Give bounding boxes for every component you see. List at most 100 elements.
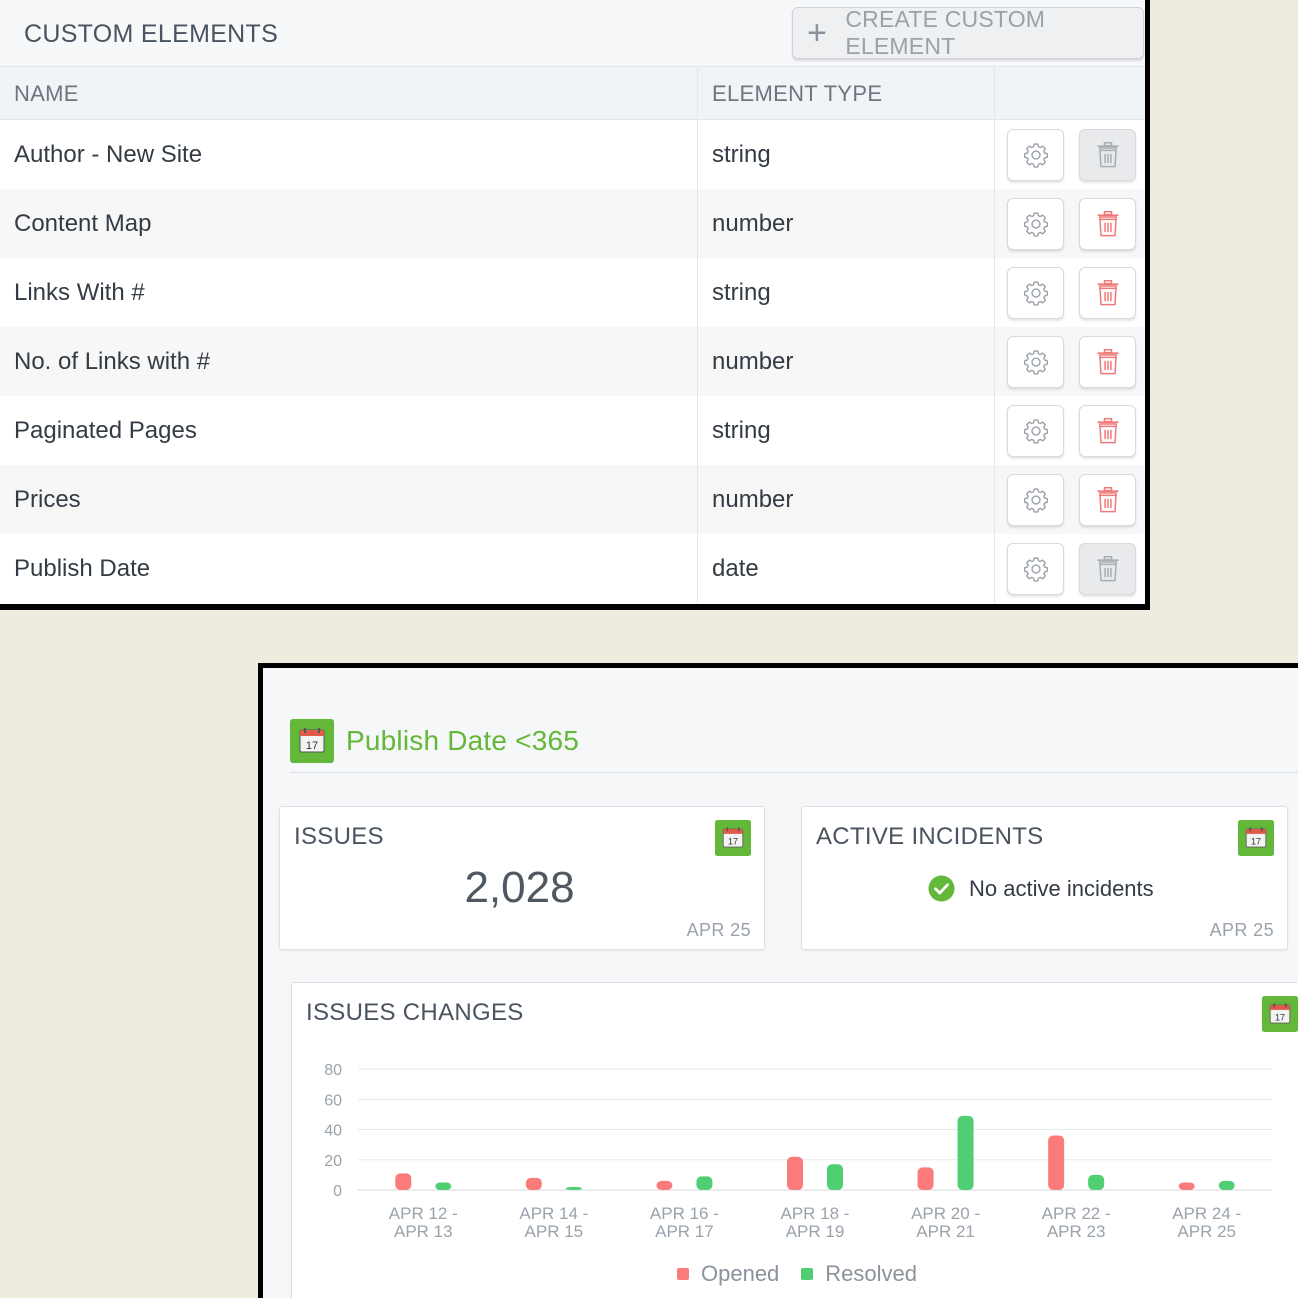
plus-icon: + xyxy=(807,14,827,52)
table-row: Prices number xyxy=(0,465,1145,534)
legend-swatch-opened xyxy=(677,1268,689,1280)
bar-resolved xyxy=(1088,1174,1105,1190)
x-tick-label: APR 17 xyxy=(655,1222,714,1241)
issues-count: 2,028 xyxy=(464,863,575,912)
x-tick-label: APR 16 - xyxy=(650,1204,719,1223)
issues-card[interactable]: ISSUES 17 2,028 APR 25 xyxy=(279,806,765,950)
y-tick-label: 40 xyxy=(324,1123,342,1140)
table-header: NAME ELEMENT TYPE xyxy=(0,67,1145,120)
bar-opened xyxy=(1048,1135,1065,1190)
panel-title: CUSTOM ELEMENTS xyxy=(24,20,279,48)
create-custom-element-button[interactable]: + CREATE CUSTOM ELEMENT xyxy=(792,6,1144,59)
y-tick-label: 20 xyxy=(324,1153,342,1170)
settings-button[interactable] xyxy=(1007,129,1064,181)
delete-button[interactable] xyxy=(1079,336,1136,388)
element-name: No. of Links with # xyxy=(0,327,698,396)
trash-icon xyxy=(1097,279,1118,306)
bar-opened xyxy=(395,1173,412,1190)
trash-icon xyxy=(1097,486,1118,513)
delete-button[interactable] xyxy=(1079,474,1136,526)
custom-elements-panel: CUSTOM ELEMENTS + CREATE CUSTOM ELEMENT … xyxy=(0,0,1150,610)
trash-icon xyxy=(1097,210,1118,237)
delete-button[interactable] xyxy=(1079,405,1136,457)
incidents-status: No active incidents xyxy=(928,875,1154,902)
gear-icon xyxy=(1023,350,1048,375)
x-tick-label: APR 23 xyxy=(1047,1222,1106,1241)
row-actions xyxy=(995,120,1145,189)
table-row: Author - New Site string xyxy=(0,120,1145,189)
svg-text:17: 17 xyxy=(728,837,738,847)
dashboard-titlebar: 17 Publish Date <365 xyxy=(290,719,579,763)
x-tick-label: APR 24 - xyxy=(1172,1204,1241,1223)
legend-item-opened[interactable]: Opened xyxy=(677,1261,779,1287)
bar-opened xyxy=(656,1180,673,1190)
legend-item-resolved[interactable]: Resolved xyxy=(801,1261,917,1287)
column-header-element-type[interactable]: ELEMENT TYPE xyxy=(698,67,995,119)
element-type: string xyxy=(698,120,995,189)
gear-icon xyxy=(1023,557,1048,582)
settings-button[interactable] xyxy=(1007,405,1064,457)
element-name: Paginated Pages xyxy=(0,396,698,465)
dashboard-title: Publish Date <365 xyxy=(346,725,580,756)
legend-swatch-resolved xyxy=(801,1268,814,1280)
element-name: Content Map xyxy=(0,189,698,258)
x-tick-label: APR 18 - xyxy=(781,1204,850,1223)
column-header-name[interactable]: NAME xyxy=(0,67,698,119)
x-tick-label: APR 12 - xyxy=(389,1204,458,1223)
element-name: Links With # xyxy=(0,258,698,327)
calendar-icon: 17 xyxy=(715,820,751,856)
bar-opened xyxy=(1178,1182,1195,1190)
x-tick-label: APR 13 xyxy=(394,1222,453,1241)
element-name: Author - New Site xyxy=(0,120,698,189)
active-incidents-card[interactable]: ACTIVE INCIDENTS 17 No active incidents … xyxy=(801,806,1288,950)
trash-icon xyxy=(1097,141,1118,168)
gear-icon xyxy=(1023,212,1048,237)
table-row: Content Map number xyxy=(0,189,1145,258)
table-body: Author - New Site string Content Map num… xyxy=(0,120,1145,603)
row-actions xyxy=(995,327,1145,396)
table-row: No. of Links with # number xyxy=(0,327,1145,396)
element-type: number xyxy=(698,327,995,396)
y-tick-label: 0 xyxy=(333,1183,342,1200)
settings-button[interactable] xyxy=(1007,474,1064,526)
x-tick-label: APR 22 - xyxy=(1042,1204,1111,1223)
y-tick-label: 60 xyxy=(324,1092,342,1109)
bar-resolved xyxy=(565,1186,582,1190)
settings-button[interactable] xyxy=(1007,543,1064,595)
trash-icon xyxy=(1097,417,1118,444)
x-tick-label: APR 20 - xyxy=(911,1204,980,1223)
gear-icon xyxy=(1023,281,1048,306)
issues-changes-chart: 0 20 40 60 80 APR 12 -APR 13 APR 14 -APR 15 APR… xyxy=(324,1062,1272,1241)
issues-changes-card: ISSUES CHANGES 17 0 20 40 60 80 APR 12 - APR 1… xyxy=(291,982,1298,1298)
table-row: Publish Date date xyxy=(0,534,1145,603)
element-name: Prices xyxy=(0,465,698,534)
x-tick-label: APR 14 - xyxy=(519,1204,588,1223)
x-tick-label: APR 21 xyxy=(916,1222,975,1241)
bar-opened xyxy=(525,1177,542,1190)
calendar-icon: 17 xyxy=(1238,820,1274,856)
incidents-card-title: ACTIVE INCIDENTS xyxy=(816,823,1044,850)
check-circle-icon xyxy=(928,875,955,902)
element-type: date xyxy=(698,534,995,603)
svg-text:17: 17 xyxy=(1275,1013,1285,1023)
bar-resolved xyxy=(435,1182,452,1190)
gear-icon xyxy=(1023,143,1048,168)
settings-button[interactable] xyxy=(1007,336,1064,388)
no-incidents-message: No active incidents xyxy=(969,875,1154,901)
element-type: string xyxy=(698,258,995,327)
delete-button[interactable] xyxy=(1079,543,1136,595)
settings-button[interactable] xyxy=(1007,267,1064,319)
y-tick-label: 80 xyxy=(324,1062,342,1079)
element-type: string xyxy=(698,396,995,465)
legend-label-resolved: Resolved xyxy=(825,1261,918,1286)
calendar-icon: 17 xyxy=(290,719,334,763)
gear-icon xyxy=(1023,488,1048,513)
row-actions xyxy=(995,396,1145,465)
settings-button[interactable] xyxy=(1007,198,1064,250)
delete-button[interactable] xyxy=(1079,129,1136,181)
x-tick-label: APR 19 xyxy=(786,1222,845,1241)
delete-button[interactable] xyxy=(1079,198,1136,250)
delete-button[interactable] xyxy=(1079,267,1136,319)
svg-text:17: 17 xyxy=(306,740,318,752)
issues-card-title: ISSUES xyxy=(294,823,384,850)
